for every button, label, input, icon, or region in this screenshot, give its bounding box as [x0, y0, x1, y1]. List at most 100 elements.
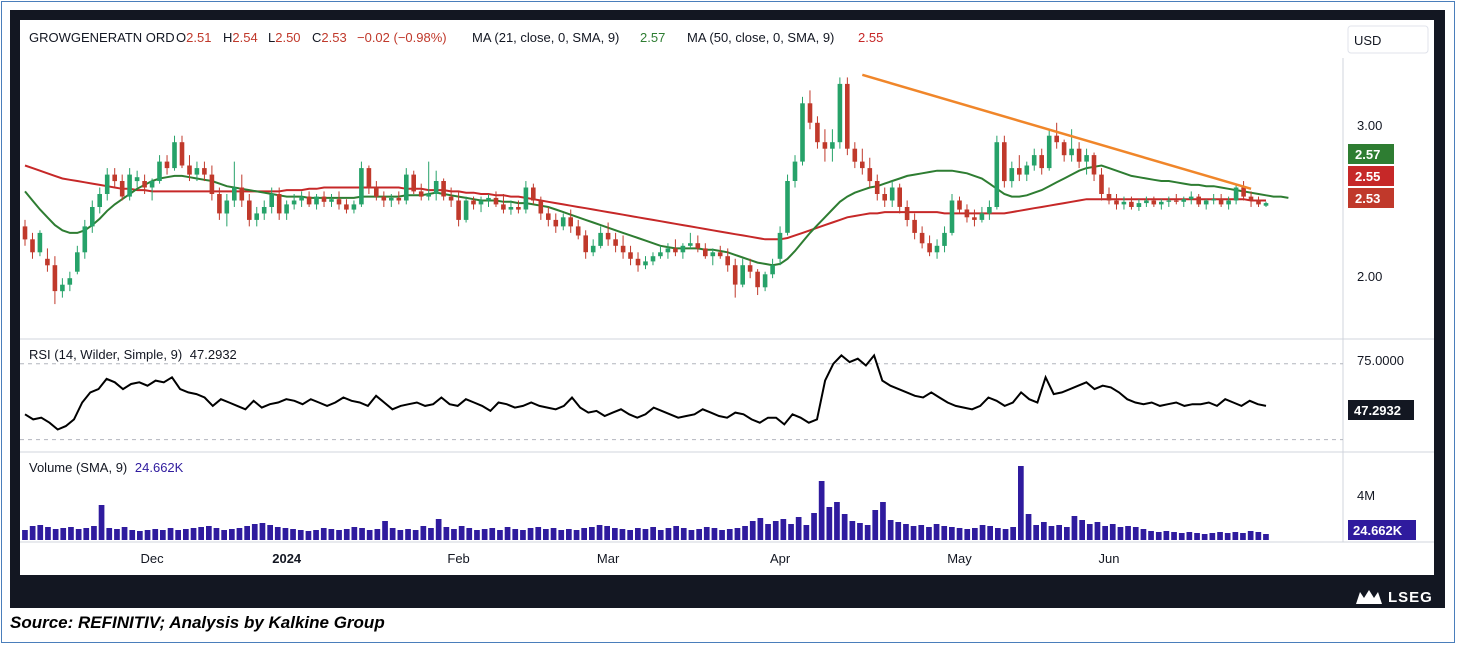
candle-body: [1256, 200, 1261, 205]
change-value: −0.02 (−0.98%): [357, 30, 447, 45]
volume-bar: [29, 526, 36, 540]
candle-body: [688, 243, 693, 246]
candle: [104, 168, 110, 201]
volume-bar: [1263, 534, 1269, 540]
candle-body: [1166, 200, 1172, 202]
candle: [291, 194, 297, 210]
volume-bar: [114, 529, 120, 540]
svg-text:2.53: 2.53: [1355, 191, 1380, 206]
candle-body: [650, 256, 656, 262]
candle-body: [411, 174, 416, 192]
volume-bar: [880, 502, 886, 540]
candle-body: [703, 248, 708, 257]
volume-bar: [673, 526, 679, 540]
volume-bar: [259, 523, 266, 540]
candle: [119, 174, 125, 201]
candle-body: [860, 161, 865, 169]
volume-bar: [366, 530, 373, 540]
candle-body: [366, 168, 372, 188]
candle-body: [104, 174, 110, 194]
volume-bar: [152, 529, 159, 540]
volume-bar: [788, 524, 794, 540]
candle: [613, 232, 618, 253]
candle-body: [306, 196, 312, 205]
currency-label: USD: [1354, 33, 1381, 48]
candle: [964, 204, 970, 223]
candle-body: [1151, 200, 1157, 205]
volume-bar: [359, 528, 365, 540]
candle-body: [897, 187, 902, 207]
candle: [269, 187, 274, 214]
candle: [635, 252, 641, 272]
candle: [134, 170, 140, 188]
volume-bar: [443, 527, 450, 540]
candle-body: [658, 252, 663, 257]
candle: [157, 155, 162, 184]
candle: [927, 235, 932, 257]
candle: [493, 191, 499, 207]
candle-body: [471, 200, 476, 205]
volume-bar: [405, 529, 411, 540]
candle: [1129, 196, 1134, 210]
volume-bar: [688, 530, 695, 540]
candle: [411, 170, 416, 194]
candle-body: [269, 194, 274, 207]
candle-body: [45, 258, 50, 266]
volume-bar: [680, 528, 687, 540]
volume-bars: [22, 466, 1269, 540]
candle: [942, 226, 947, 253]
candle-body: [1106, 194, 1112, 201]
candle: [1211, 194, 1216, 205]
candle: [366, 165, 372, 194]
volume-bar: [382, 521, 388, 540]
candle: [957, 196, 962, 214]
badge-ma21: 2.57: [1348, 144, 1394, 164]
volume-bar: [1178, 533, 1185, 540]
candle: [1241, 181, 1246, 201]
candle: [202, 161, 207, 182]
volume-bar: [206, 526, 212, 540]
candle-body: [1039, 155, 1044, 169]
volume-bar: [1117, 527, 1124, 540]
candle: [344, 199, 349, 214]
candle: [560, 213, 566, 231]
ma50-label: MA (50, close, 0, SMA, 9): [687, 30, 834, 45]
candle: [389, 194, 394, 207]
candle: [478, 196, 484, 213]
candle: [463, 196, 469, 223]
candle: [665, 243, 671, 259]
candle: [531, 183, 536, 205]
candle: [860, 148, 865, 175]
candle-body: [1211, 199, 1216, 201]
candle-body: [396, 197, 402, 201]
candle: [1256, 196, 1261, 207]
candle-body: [299, 196, 304, 201]
volume-bar: [589, 527, 595, 540]
volume-bar: [941, 526, 948, 540]
candle: [912, 213, 917, 240]
candle: [628, 245, 633, 266]
candle-body: [463, 200, 469, 220]
candle: [142, 174, 147, 194]
candle-body: [291, 200, 297, 205]
candle: [949, 194, 955, 236]
candle-body: [433, 181, 439, 194]
candle-body: [1129, 201, 1134, 207]
candle: [800, 96, 805, 166]
volume-bar: [1255, 532, 1262, 540]
volume-bar: [1079, 520, 1085, 540]
volume-bar: [734, 528, 741, 540]
candle-body: [680, 245, 686, 253]
volume-bar: [979, 525, 986, 540]
candle-body: [224, 200, 230, 214]
candle-body: [1024, 165, 1030, 175]
volume-bar: [389, 528, 396, 540]
trendline[interactable]: [861, 73, 1252, 191]
currency-button[interactable]: USD: [1347, 25, 1429, 54]
volume-bar: [780, 519, 787, 540]
candle-body: [605, 232, 611, 240]
candle-body: [747, 265, 753, 272]
volume-bar: [1232, 532, 1239, 540]
candle-body: [972, 217, 977, 220]
candle-body: [179, 142, 185, 166]
